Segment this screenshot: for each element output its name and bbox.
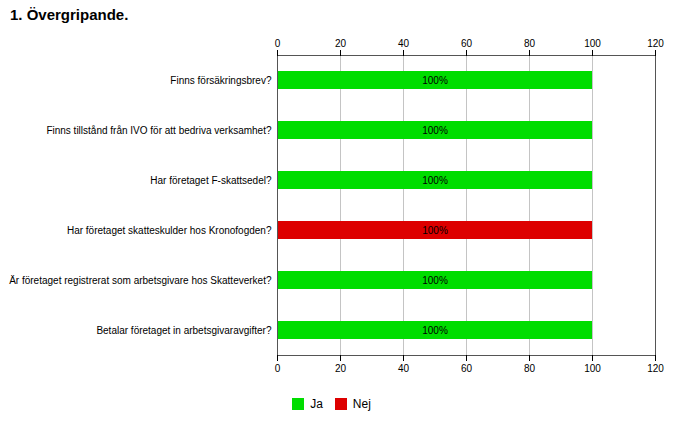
svg-text:100: 100 bbox=[584, 363, 601, 374]
html-text:1. Övergripande.: 1. Övergripande. bbox=[10, 6, 129, 23]
svg-text:0: 0 bbox=[275, 38, 281, 49]
svg-text:120: 120 bbox=[647, 38, 664, 49]
svg-text:0: 0 bbox=[275, 363, 281, 374]
svg-text:Finns tillstånd från IVO för a: Finns tillstånd från IVO för att bedriva… bbox=[46, 125, 272, 136]
svg-text:60: 60 bbox=[461, 38, 473, 49]
svg-text:120: 120 bbox=[647, 363, 664, 374]
svg-text:Betalar företaget in arbetsgiv: Betalar företaget in arbetsgivaravgifter… bbox=[96, 325, 272, 336]
svg-text:Har företaget F-skattsedel?: Har företaget F-skattsedel? bbox=[150, 175, 272, 186]
svg-text:60: 60 bbox=[461, 363, 473, 374]
svg-text:40: 40 bbox=[398, 363, 410, 374]
svg-text:20: 20 bbox=[335, 363, 347, 374]
html-text:Ja: Ja bbox=[310, 396, 323, 411]
svg-text:Har företaget skatteskulder ho: Har företaget skatteskulder hos Kronofog… bbox=[67, 225, 272, 236]
svg-text:80: 80 bbox=[524, 38, 536, 49]
svg-text:100%: 100% bbox=[422, 75, 448, 86]
svg-text:100%: 100% bbox=[422, 175, 448, 186]
svg-text:80: 80 bbox=[524, 363, 536, 374]
svg-text:100: 100 bbox=[584, 38, 601, 49]
svg-text:100%: 100% bbox=[422, 125, 448, 136]
svg-text:40: 40 bbox=[398, 38, 410, 49]
html-text:Nej: Nej bbox=[352, 396, 371, 411]
svg-text:100%: 100% bbox=[422, 325, 448, 336]
svg-text:Är företaget registrerat som a: Är företaget registrerat som arbetsgivar… bbox=[9, 275, 272, 286]
svg-text:100%: 100% bbox=[422, 225, 448, 236]
svg-text:Finns försäkringsbrev?: Finns försäkringsbrev? bbox=[170, 75, 272, 86]
svg-text:20: 20 bbox=[335, 38, 347, 49]
svg-text:100%: 100% bbox=[422, 275, 448, 286]
